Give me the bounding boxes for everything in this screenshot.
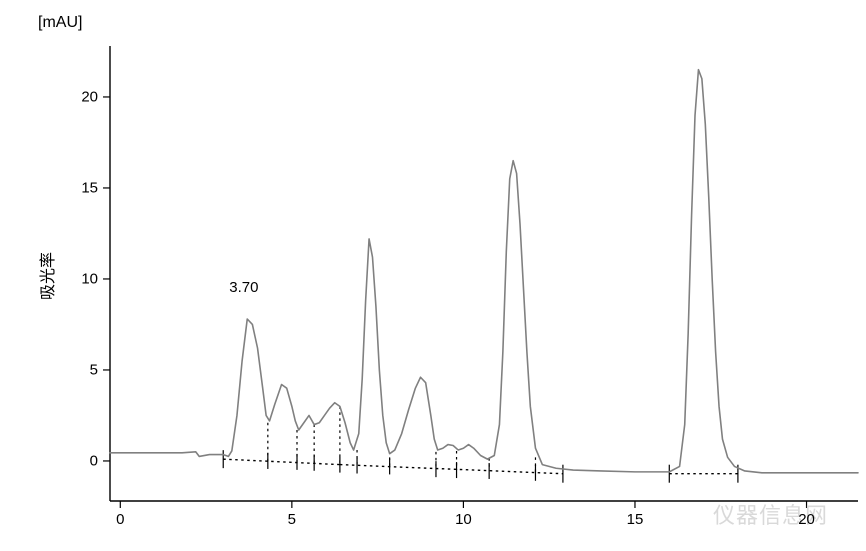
y-unit-label: [mAU]: [38, 14, 82, 32]
y-tick-label: 15: [81, 179, 98, 196]
plot-area: [0, 0, 866, 551]
x-tick-label: 10: [455, 511, 472, 528]
x-tick-label: 15: [627, 511, 644, 528]
x-tick-label: 0: [116, 511, 124, 528]
peak-label: 3.70: [229, 279, 258, 296]
y-tick-label: 20: [81, 88, 98, 105]
x-tick-label: 5: [288, 511, 296, 528]
y-axis-label: 吸光率: [34, 251, 58, 299]
chromatogram-chart: [mAU] 吸光率 仪器信息网 05101520051015203.70: [0, 0, 866, 551]
x-tick-label: 20: [798, 511, 815, 528]
y-tick-label: 10: [81, 270, 98, 287]
y-tick-label: 5: [90, 361, 98, 378]
y-tick-label: 0: [90, 452, 98, 469]
